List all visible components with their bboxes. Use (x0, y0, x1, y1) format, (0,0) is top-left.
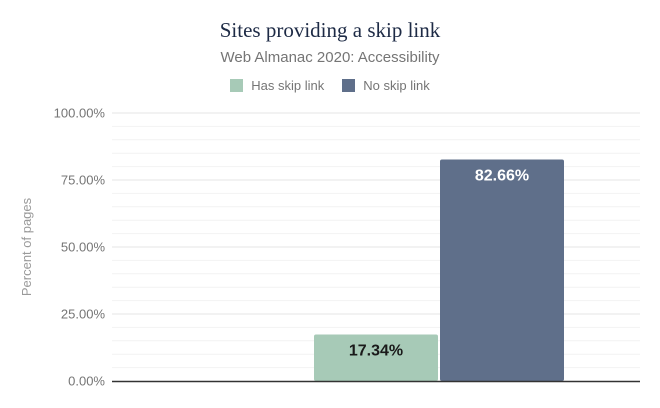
legend: Has skip link No skip link (0, 78, 660, 93)
bar-no-skip-link[interactable] (440, 159, 564, 381)
y-tick-label: 25.00% (61, 307, 106, 322)
legend-item-has-skip-link[interactable]: Has skip link (230, 78, 324, 93)
y-tick-label: 100.00% (54, 106, 106, 121)
legend-swatch-no-skip-link (342, 79, 356, 92)
chart-title: Sites providing a skip link (219, 18, 441, 42)
y-tick-label: 75.00% (61, 173, 106, 188)
legend-label-has-skip-link: Has skip link (251, 78, 325, 93)
chart-subtitle: Web Almanac 2020: Accessibility (220, 49, 440, 66)
data-label-has-skip-link: 17.34% (349, 343, 403, 360)
y-axis-title: Percent of pages (19, 197, 34, 296)
legend-label-no-skip-link: No skip link (363, 78, 430, 93)
y-tick-label: 50.00% (61, 240, 106, 255)
y-tick-labels: 0.00% 25.00% 50.00% 75.00% 100.00% (54, 106, 106, 389)
legend-swatch-has-skip-link (230, 79, 244, 92)
data-label-no-skip-link: 82.66% (475, 167, 529, 184)
data-labels: 17.34% 82.66% (349, 167, 529, 359)
bars (314, 159, 564, 381)
bar-has-skip-link[interactable] (314, 334, 438, 381)
legend-item-no-skip-link[interactable]: No skip link (342, 78, 430, 93)
y-tick-label: 0.00% (68, 374, 105, 389)
